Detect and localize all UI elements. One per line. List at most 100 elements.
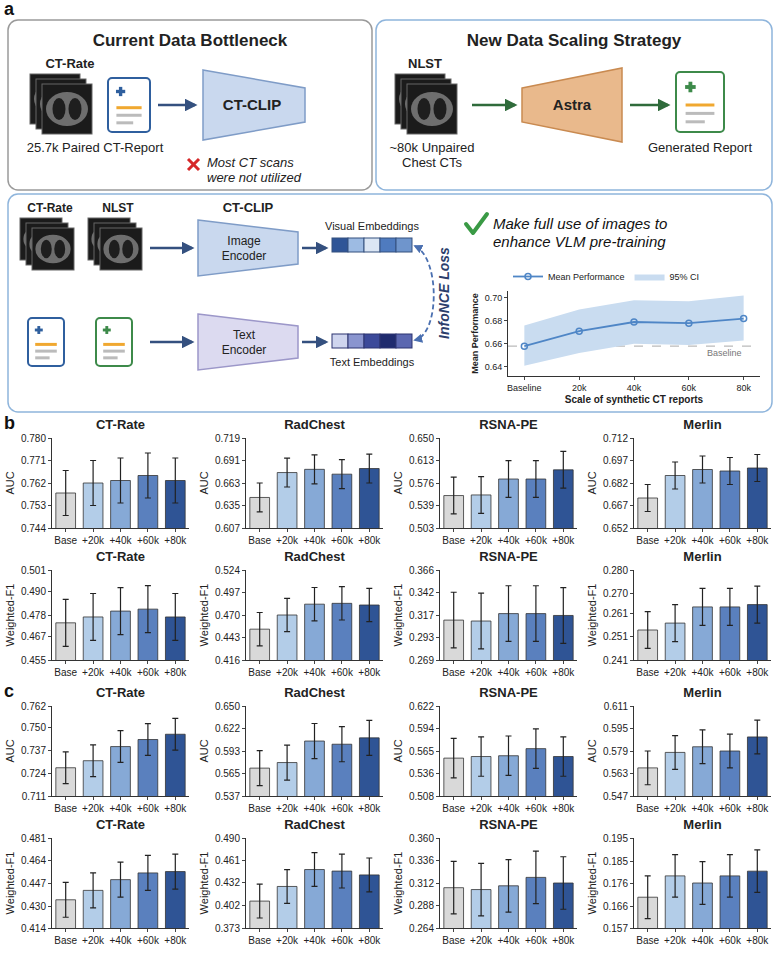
svg-text:0.539: 0.539 — [409, 500, 434, 511]
svg-text:Base: Base — [442, 803, 465, 814]
svg-text:0.336: 0.336 — [409, 855, 434, 866]
svg-text:AUC: AUC — [586, 739, 598, 762]
svg-text:Most CT scans: Most CT scans — [207, 155, 294, 170]
svg-text:0.461: 0.461 — [215, 855, 240, 866]
svg-text:+80k: +80k — [358, 535, 381, 546]
svg-text:0.185: 0.185 — [603, 856, 628, 867]
svg-text:0.70: 0.70 — [485, 293, 503, 303]
svg-text:0.467: 0.467 — [21, 631, 46, 642]
svg-text:0.536: 0.536 — [409, 768, 434, 779]
svg-text:CT-CLIP: CT-CLIP — [223, 200, 274, 215]
svg-text:0.497: 0.497 — [215, 587, 240, 598]
svg-text:0.622: 0.622 — [409, 701, 434, 712]
svg-text:Base: Base — [248, 803, 271, 814]
svg-text:+20k: +20k — [82, 535, 105, 546]
svg-text:0.430: 0.430 — [21, 901, 46, 912]
svg-text:0.414: 0.414 — [21, 923, 46, 934]
svg-text:+40k: +40k — [692, 667, 715, 678]
svg-text:Base: Base — [636, 535, 659, 546]
svg-text:0.68: 0.68 — [485, 316, 503, 326]
svg-text:+80k: +80k — [746, 535, 769, 546]
svg-text:Base: Base — [54, 803, 77, 814]
svg-text:0.447: 0.447 — [21, 878, 46, 889]
svg-text:0.264: 0.264 — [409, 923, 434, 934]
svg-text:Weighted-F1: Weighted-F1 — [198, 584, 210, 647]
svg-text:+20k: +20k — [82, 935, 105, 946]
svg-text:0.737: 0.737 — [21, 745, 46, 756]
svg-text:+20k: +20k — [470, 935, 493, 946]
svg-text:+60k: +60k — [525, 535, 548, 546]
svg-text:0.251: 0.251 — [603, 631, 628, 642]
svg-text:0.524: 0.524 — [215, 565, 240, 576]
svg-text:+40k: +40k — [692, 535, 715, 546]
svg-text:+20k: +20k — [664, 935, 687, 946]
svg-text:0.652: 0.652 — [603, 523, 628, 534]
svg-text:0.771: 0.771 — [21, 455, 46, 466]
svg-text:95% CI: 95% CI — [670, 272, 700, 282]
svg-text:+40k: +40k — [498, 535, 521, 546]
svg-text:Mean Performance: Mean Performance — [470, 293, 480, 374]
svg-text:AUC: AUC — [392, 739, 404, 762]
svg-text:0.593: 0.593 — [215, 746, 240, 757]
svg-text:0.312: 0.312 — [409, 878, 434, 889]
svg-text:+60k: +60k — [331, 935, 354, 946]
svg-text:CT-CLIP: CT-CLIP — [223, 96, 281, 113]
svg-text:0.724: 0.724 — [21, 768, 46, 779]
svg-text:0.650: 0.650 — [409, 433, 434, 444]
svg-text:Merlin: Merlin — [683, 549, 721, 564]
svg-text:Make full use of images to: Make full use of images to — [493, 215, 667, 232]
svg-text:+20k: +20k — [664, 535, 687, 546]
svg-text:+60k: +60k — [137, 535, 160, 546]
svg-text:Current Data Bottleneck: Current Data Bottleneck — [93, 31, 288, 50]
svg-text:+60k: +60k — [331, 803, 354, 814]
svg-text:0.576: 0.576 — [409, 478, 434, 489]
svg-text:0.667: 0.667 — [603, 500, 628, 511]
svg-text:0.613: 0.613 — [409, 455, 434, 466]
svg-text:+20k: +20k — [276, 803, 299, 814]
svg-text:0.64: 0.64 — [485, 362, 503, 372]
svg-text:were not utilized: were not utilized — [207, 170, 302, 185]
svg-text:0.241: 0.241 — [603, 655, 628, 666]
svg-text:0.342: 0.342 — [409, 587, 434, 598]
svg-text:Merlin: Merlin — [683, 417, 721, 432]
svg-text:+20k: +20k — [276, 535, 299, 546]
svg-text:0.464: 0.464 — [21, 855, 46, 866]
svg-text:0.501: 0.501 — [21, 565, 46, 576]
svg-text:+80k: +80k — [746, 667, 769, 678]
svg-text:0.176: 0.176 — [603, 878, 628, 889]
svg-text:+40k: +40k — [110, 667, 133, 678]
svg-text:+60k: +60k — [525, 803, 548, 814]
svg-text:Weighted-F1: Weighted-F1 — [586, 584, 598, 647]
svg-text:0.744: 0.744 — [21, 523, 46, 534]
svg-text:+20k: +20k — [470, 667, 493, 678]
svg-text:0.650: 0.650 — [215, 701, 240, 712]
svg-text:+60k: +60k — [331, 535, 354, 546]
svg-text:0.490: 0.490 — [21, 586, 46, 597]
svg-text:Base: Base — [54, 535, 77, 546]
svg-text:CT-Rate: CT-Rate — [96, 417, 145, 432]
svg-text:0.443: 0.443 — [215, 632, 240, 643]
svg-text:+40k: +40k — [498, 803, 521, 814]
svg-text:+20k: +20k — [470, 803, 493, 814]
svg-text:0.270: 0.270 — [603, 588, 628, 599]
svg-text:+40k: +40k — [304, 935, 327, 946]
svg-text:CT-Rate: CT-Rate — [96, 685, 145, 700]
svg-text:+20k: +20k — [82, 667, 105, 678]
svg-text:+60k: +60k — [137, 935, 160, 946]
svg-text:+40k: +40k — [304, 535, 327, 546]
svg-text:+80k: +80k — [552, 935, 575, 946]
svg-text:0.455: 0.455 — [21, 655, 46, 666]
svg-text:0.537: 0.537 — [215, 791, 240, 802]
svg-text:+80k: +80k — [164, 803, 187, 814]
svg-text:0.719: 0.719 — [215, 433, 240, 444]
svg-text:Image: Image — [227, 234, 261, 248]
svg-text:Weighted-F1: Weighted-F1 — [392, 584, 404, 647]
svg-text:+40k: +40k — [304, 667, 327, 678]
svg-text:+40k: +40k — [304, 803, 327, 814]
svg-text:+60k: +60k — [331, 667, 354, 678]
svg-text:0.595: 0.595 — [603, 723, 628, 734]
svg-text:0.565: 0.565 — [409, 746, 434, 757]
svg-text:Weighted-F1: Weighted-F1 — [4, 584, 16, 647]
svg-text:0.261: 0.261 — [603, 608, 628, 619]
svg-text:CT-Rate: CT-Rate — [96, 817, 145, 832]
